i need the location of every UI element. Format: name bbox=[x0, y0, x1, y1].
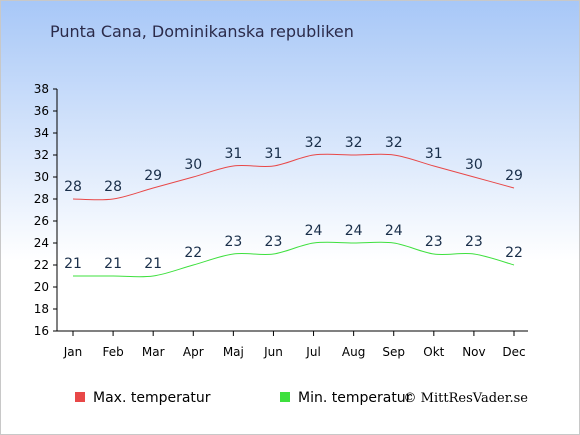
data-label-min: 24 bbox=[305, 223, 323, 239]
data-label-min: 21 bbox=[144, 256, 162, 272]
data-label-min: 24 bbox=[345, 223, 363, 239]
data-label-min: 23 bbox=[224, 234, 242, 250]
x-tick-label: Nov bbox=[462, 345, 485, 359]
x-tick-label: Dec bbox=[502, 345, 525, 359]
chart-title: Punta Cana, Dominikanska republiken bbox=[50, 22, 354, 41]
x-tick-label: Aug bbox=[342, 345, 365, 359]
y-tick-label: 24 bbox=[34, 236, 49, 250]
y-tick-label: 28 bbox=[34, 192, 49, 206]
data-label-min: 23 bbox=[265, 234, 283, 250]
data-label-max: 31 bbox=[224, 146, 242, 162]
y-tick-label: 22 bbox=[34, 258, 49, 272]
data-label-min: 24 bbox=[385, 223, 403, 239]
series-line-min bbox=[73, 241, 515, 278]
series-layer: 28 28 29 30 31 31 32 32 32 31 30 29 21 21 21 22 23 23 24 24… bbox=[64, 135, 523, 278]
x-tick-label: Jun bbox=[263, 345, 283, 359]
y-tick-label: 34 bbox=[34, 126, 49, 140]
data-label-max: 31 bbox=[425, 146, 443, 162]
data-label-min: 22 bbox=[184, 245, 202, 261]
data-label-max: 32 bbox=[345, 135, 363, 151]
y-tick-label: 38 bbox=[34, 82, 49, 96]
data-label-max: 32 bbox=[385, 135, 403, 151]
data-label-max: 28 bbox=[104, 179, 122, 195]
data-label-max: 29 bbox=[144, 168, 162, 184]
x-tick-label: Feb bbox=[102, 345, 123, 359]
credit-text: © MittResVader.se bbox=[404, 391, 529, 406]
y-tick-label: 32 bbox=[34, 148, 49, 162]
data-label-min: 22 bbox=[505, 245, 523, 261]
y-tick-label: 26 bbox=[34, 214, 49, 228]
data-label-max: 30 bbox=[184, 157, 202, 173]
data-label-max: 30 bbox=[465, 157, 483, 173]
y-tick-label: 16 bbox=[34, 324, 49, 338]
x-tick-label: Okt bbox=[423, 345, 444, 359]
legend-swatch-max bbox=[75, 392, 85, 402]
x-tick-label: Maj bbox=[223, 345, 244, 359]
data-label-min: 23 bbox=[465, 234, 483, 250]
x-tick-label: Jan bbox=[63, 345, 83, 359]
data-label-max: 32 bbox=[305, 135, 323, 151]
legend-label-max: Max. temperatur bbox=[93, 390, 211, 406]
data-label-min: 21 bbox=[104, 256, 122, 272]
data-label-min: 21 bbox=[64, 256, 82, 272]
x-tick-label: Sep bbox=[382, 345, 405, 359]
x-tick-label: Apr bbox=[183, 345, 204, 359]
y-tick-label: 20 bbox=[34, 280, 49, 294]
x-tick-label: Jul bbox=[305, 345, 320, 359]
y-tick-label: 18 bbox=[34, 302, 49, 316]
data-label-max: 31 bbox=[265, 146, 283, 162]
legend: Max. temperatur Min. temperatur bbox=[75, 390, 412, 406]
data-label-max: 29 bbox=[505, 168, 523, 184]
legend-label-min: Min. temperatur bbox=[298, 390, 412, 406]
series-line-max bbox=[72, 153, 515, 201]
y-tick-label: 36 bbox=[34, 104, 49, 118]
y-tick-label: 30 bbox=[34, 170, 49, 184]
data-label-min: 23 bbox=[425, 234, 443, 250]
axes: 16 18 20 22 24 26 28 30 32 34 36 38 Jan Feb Mar Apr Maj J… bbox=[34, 82, 528, 359]
legend-swatch-min bbox=[280, 392, 290, 402]
data-label-max: 28 bbox=[64, 179, 82, 195]
x-tick-label: Mar bbox=[142, 345, 165, 359]
